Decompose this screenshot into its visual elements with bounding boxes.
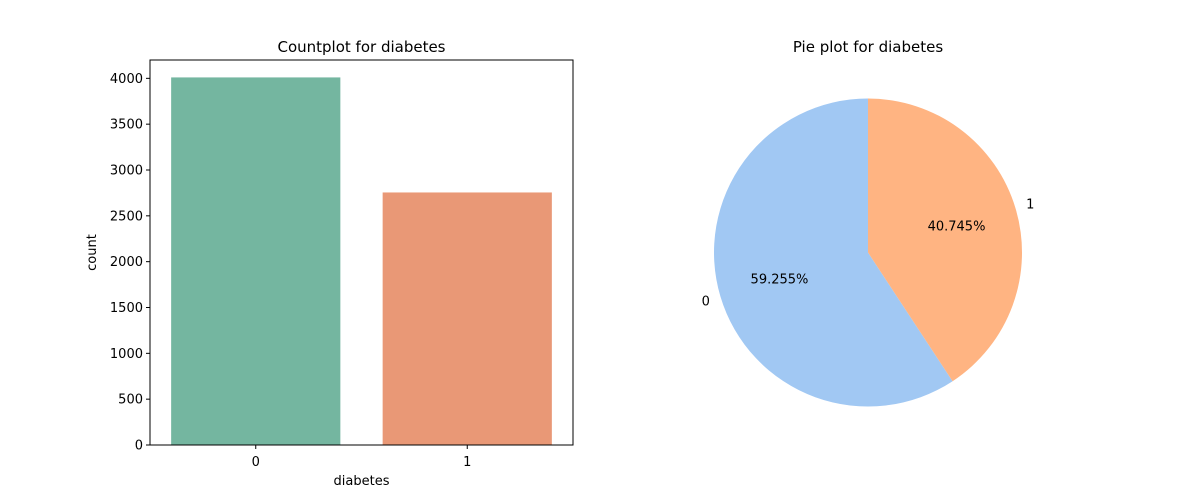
- y-tick-label: 1000: [110, 347, 143, 362]
- bar-1: [382, 192, 552, 445]
- x-tick-label: 0: [252, 455, 260, 470]
- y-axis-ticks: 0 500 1000 1500 2000 2500 3000 3500 4000: [110, 72, 150, 454]
- y-axis-label: count: [85, 234, 100, 271]
- y-tick-label: 3000: [110, 164, 143, 179]
- plot-frame: [149, 59, 574, 446]
- bar-chart-title: Countplot for diabetes: [277, 38, 445, 56]
- bar-group: [171, 77, 552, 446]
- pie-slice-group: [714, 98, 1022, 407]
- pie-percent-label: 40.745%: [928, 220, 986, 235]
- y-tick-label: 500: [118, 393, 143, 408]
- pie-slice-0: [714, 98, 953, 407]
- pie-category-label: 0: [702, 295, 710, 310]
- y-tick-label: 4000: [110, 72, 143, 87]
- bar-0: [171, 77, 341, 446]
- pie-label-group: 0 59.255% 1 40.745%: [702, 197, 1035, 309]
- pie-chart-title: Pie plot for diabetes: [793, 38, 944, 56]
- y-tick-label: 0: [135, 439, 143, 454]
- pie-slice-1: [868, 98, 1022, 382]
- x-axis-label: diabetes: [334, 474, 390, 489]
- pie-percent-label: 59.255%: [751, 272, 809, 287]
- bar-chart: Countplot for diabetes 0 500 1000 1500 2000 2…: [85, 38, 574, 489]
- pie-chart: Pie plot for diabetes 0 59.255% 1 40.745%: [702, 38, 1035, 407]
- y-tick-label: 1500: [110, 301, 143, 316]
- y-tick-label: 3500: [110, 118, 143, 133]
- x-tick-label: 1: [463, 455, 471, 470]
- y-tick-label: 2500: [110, 209, 143, 224]
- y-tick-label: 2000: [110, 255, 143, 270]
- pie-category-label: 1: [1026, 197, 1034, 212]
